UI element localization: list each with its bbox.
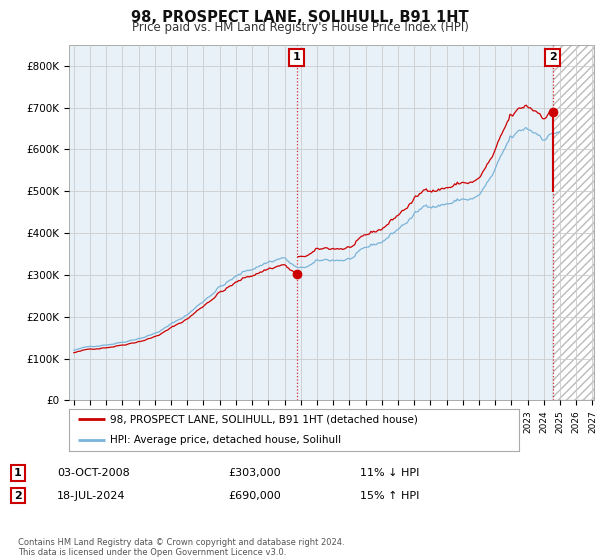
Text: 1: 1 [14, 468, 22, 478]
Text: Contains HM Land Registry data © Crown copyright and database right 2024.
This d: Contains HM Land Registry data © Crown c… [18, 538, 344, 557]
Text: 03-OCT-2008: 03-OCT-2008 [57, 468, 130, 478]
Text: 2: 2 [14, 491, 22, 501]
Text: 98, PROSPECT LANE, SOLIHULL, B91 1HT: 98, PROSPECT LANE, SOLIHULL, B91 1HT [131, 10, 469, 25]
Bar [553, 45, 594, 400]
Text: £690,000: £690,000 [228, 491, 281, 501]
Text: Price paid vs. HM Land Registry's House Price Index (HPI): Price paid vs. HM Land Registry's House … [131, 21, 469, 34]
Text: 98, PROSPECT LANE, SOLIHULL, B91 1HT (detached house): 98, PROSPECT LANE, SOLIHULL, B91 1HT (de… [110, 414, 418, 424]
Text: 1: 1 [293, 52, 301, 62]
Text: 11% ↓ HPI: 11% ↓ HPI [360, 468, 419, 478]
Text: HPI: Average price, detached house, Solihull: HPI: Average price, detached house, Soli… [110, 435, 341, 445]
Bar [553, 45, 594, 400]
Text: 2: 2 [548, 52, 556, 62]
Text: 15% ↑ HPI: 15% ↑ HPI [360, 491, 419, 501]
Text: £303,000: £303,000 [228, 468, 281, 478]
Text: 18-JUL-2024: 18-JUL-2024 [57, 491, 125, 501]
